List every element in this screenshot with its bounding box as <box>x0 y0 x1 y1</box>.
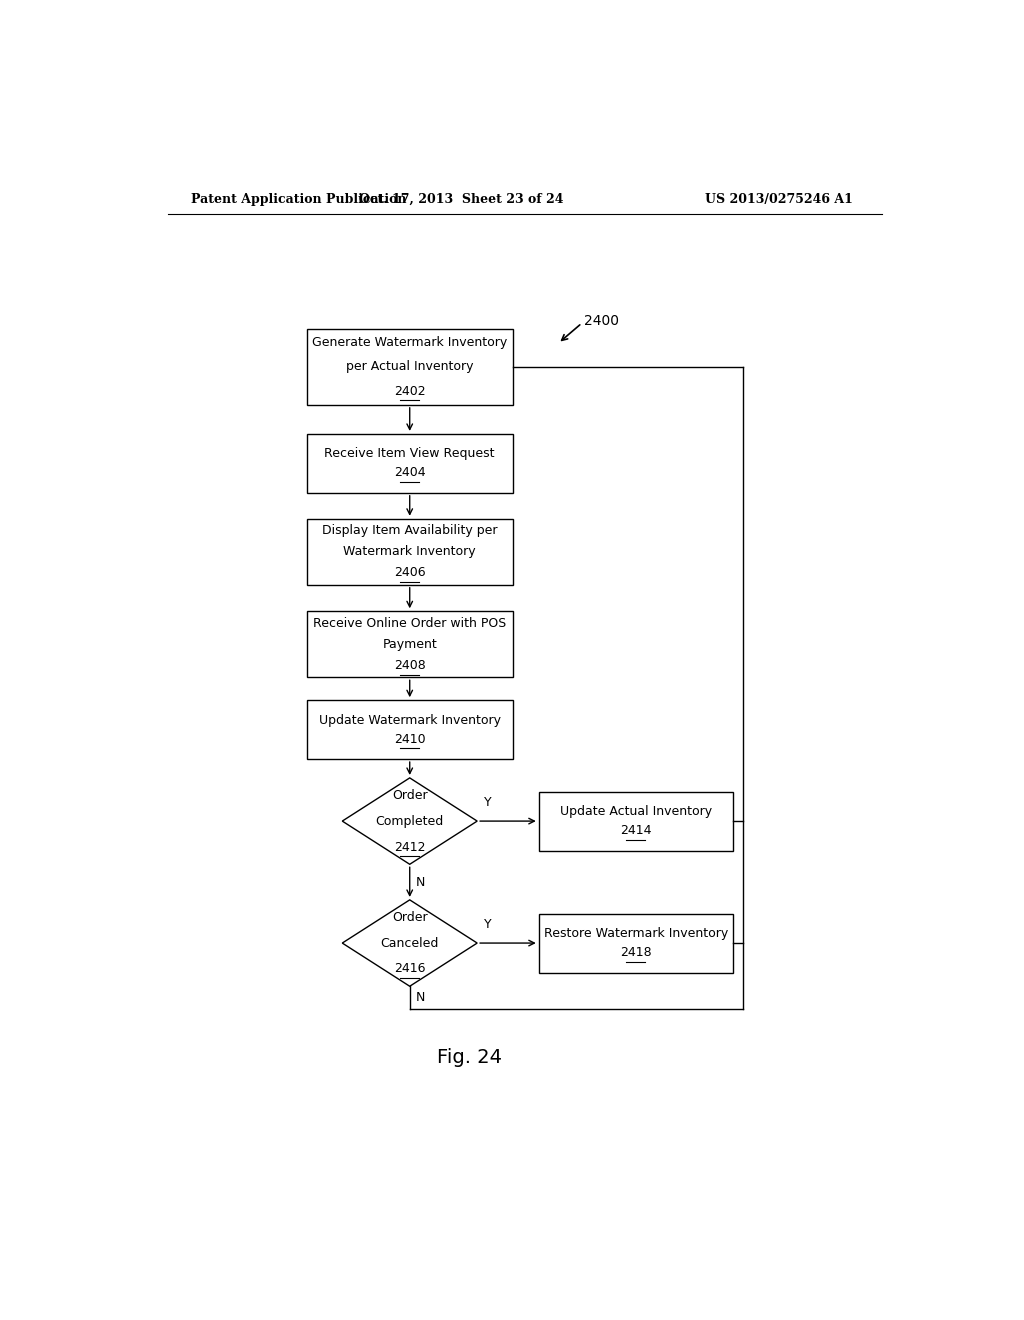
Bar <box>306 519 513 585</box>
Text: Fig. 24: Fig. 24 <box>437 1048 502 1068</box>
Text: 2400: 2400 <box>585 314 620 329</box>
Text: Watermark Inventory: Watermark Inventory <box>343 545 476 558</box>
Text: Y: Y <box>483 917 492 931</box>
Bar <box>306 611 513 677</box>
Text: 2416: 2416 <box>394 962 426 975</box>
Bar <box>306 434 513 492</box>
Text: Order: Order <box>392 788 428 801</box>
Text: Update Watermark Inventory: Update Watermark Inventory <box>318 714 501 727</box>
Text: 2402: 2402 <box>394 384 426 397</box>
Polygon shape <box>342 900 477 986</box>
Text: 2418: 2418 <box>621 946 651 960</box>
Text: Update Actual Inventory: Update Actual Inventory <box>560 805 712 818</box>
Text: Payment: Payment <box>382 638 437 651</box>
Text: Oct. 17, 2013  Sheet 23 of 24: Oct. 17, 2013 Sheet 23 of 24 <box>359 193 563 206</box>
Text: Restore Watermark Inventory: Restore Watermark Inventory <box>544 927 728 940</box>
Bar <box>306 700 513 759</box>
Bar <box>539 913 733 973</box>
Text: Y: Y <box>483 796 492 809</box>
Polygon shape <box>342 777 477 865</box>
Text: 2406: 2406 <box>394 566 426 579</box>
Bar <box>539 792 733 850</box>
Text: N: N <box>416 991 425 1005</box>
Text: N: N <box>416 875 425 888</box>
Text: 2412: 2412 <box>394 841 426 854</box>
Text: Canceled: Canceled <box>381 937 439 949</box>
Text: US 2013/0275246 A1: US 2013/0275246 A1 <box>705 193 853 206</box>
Text: 2414: 2414 <box>621 824 651 837</box>
Bar <box>306 329 513 405</box>
Text: 2404: 2404 <box>394 466 426 479</box>
Text: Receive Item View Request: Receive Item View Request <box>325 447 495 461</box>
Text: Completed: Completed <box>376 814 443 828</box>
Text: Display Item Availability per: Display Item Availability per <box>322 524 498 537</box>
Text: Order: Order <box>392 911 428 924</box>
Text: 2410: 2410 <box>394 733 426 746</box>
Text: Receive Online Order with POS: Receive Online Order with POS <box>313 616 506 630</box>
Text: Generate Watermark Inventory: Generate Watermark Inventory <box>312 335 507 348</box>
Text: per Actual Inventory: per Actual Inventory <box>346 360 473 374</box>
Text: Patent Application Publication: Patent Application Publication <box>191 193 407 206</box>
Text: 2408: 2408 <box>394 659 426 672</box>
